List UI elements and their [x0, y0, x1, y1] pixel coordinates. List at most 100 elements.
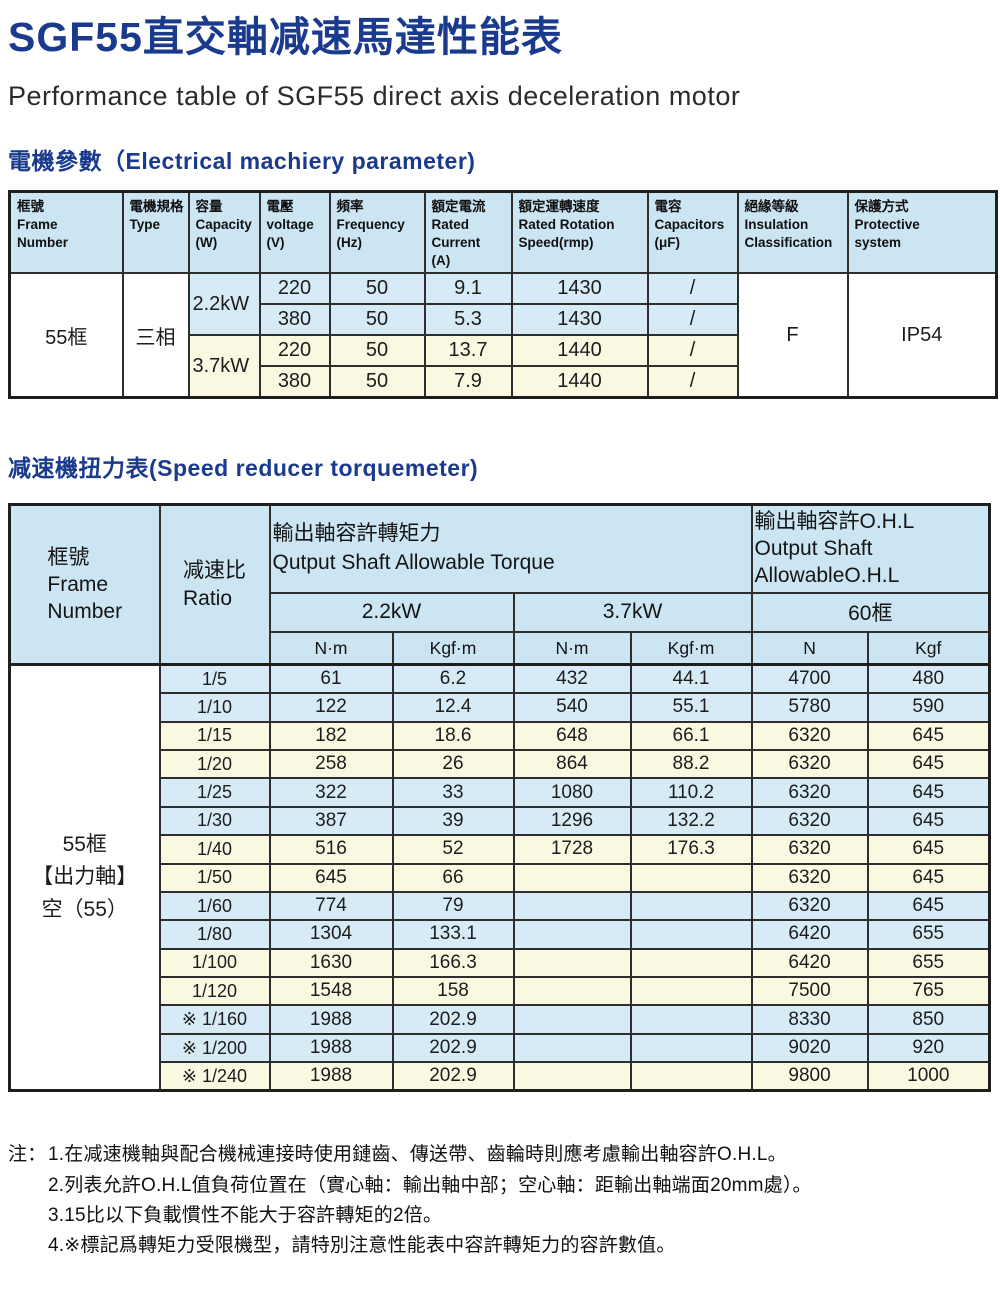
torque-value-cell: [629, 1061, 753, 1092]
ratio-cell: 1/15: [158, 720, 271, 751]
torque-value-cell: [512, 1061, 632, 1092]
speed-reducer-torque-table: 框號 Frame Number 减速比 Ratio 輸出軸容許轉矩力 Qutpu…: [8, 502, 992, 1093]
footnotes: 注： 1.在减速機軸與配合機械連接時使用鏈齒、傳送帶、齒輪時則應考慮輸出軸容許O…: [8, 1140, 994, 1262]
torque-value-cell: 258: [268, 748, 394, 780]
electrical-row: 55框 三相 2.2kW 220 50 9.1 1430 / F IP54: [8, 272, 998, 399]
torque-value-cell: 12.4: [391, 692, 515, 723]
torque-value-cell: 158: [391, 976, 515, 1007]
torque-value-cell: 5780: [750, 692, 869, 723]
rotation-speed-cell: 1430: [510, 303, 649, 337]
frequency-cell: 50: [328, 334, 426, 368]
column-header-2-2kw: 2.2kW: [268, 591, 515, 633]
torque-value-cell: 1548: [268, 976, 394, 1007]
rated-current-cell: 13.7: [423, 334, 513, 368]
torque-value-cell: 6320: [750, 890, 869, 922]
column-header-frame-number: 框號 Frame Number: [8, 503, 161, 666]
rotation-speed-cell: 1440: [510, 334, 649, 368]
electrical-row: 3.7kW 220 50 13.7 1440 /: [10, 334, 997, 399]
torque-value-cell: 1728: [512, 834, 632, 865]
frequency-cell: 50: [328, 303, 426, 337]
torque-value-cell: 88.2: [629, 748, 753, 780]
torque-value-cell: 645: [866, 720, 991, 751]
torque-table-row: 1/25 322 33 1080 110.2 6320 645: [10, 777, 991, 808]
allowable-torque-header-label: 輸出軸容許轉矩力 Qutput Shaft Allowable Torque: [272, 522, 555, 574]
torque-value-cell: 79: [391, 890, 515, 922]
torque-header-row-2: 2.2kW 3.7kW 60框: [10, 591, 991, 633]
page-subtitle: Performance table of SGF55 direct axis d…: [8, 81, 741, 112]
torque-header-row-1: 框號 Frame Number 减速比 Ratio 輸出軸容許轉矩力 Qutpu…: [8, 503, 991, 666]
rotation-speed-cell: 1440: [510, 365, 649, 399]
torque-value-cell: 202.9: [391, 1032, 515, 1064]
page-title: SGF55直交軸减速馬達性能表: [8, 14, 563, 60]
torque-value-cell: 645: [866, 862, 991, 893]
unit-header-nm: N·m: [268, 630, 394, 666]
torque-value-cell: 322: [268, 777, 394, 808]
footnote-line: 4.※標記爲轉矩力受限機型，請特別注意性能表中容許轉矩力的容許數值。: [48, 1235, 676, 1257]
voltage-cell: 220: [258, 334, 331, 368]
capacitor-cell: /: [646, 365, 739, 399]
torque-value-cell: [629, 1004, 753, 1035]
rated-current-cell: 9.1: [423, 272, 513, 306]
ratio-cell: 1/30: [158, 805, 271, 837]
electrical-section-heading: 電機參數（Electrical machiery parameter): [8, 148, 476, 175]
voltage-cell: 220: [258, 272, 331, 306]
column-header-60-frame: 60框: [750, 591, 991, 633]
electrical-row: 380 50 7.9 1440 /: [10, 365, 997, 399]
torque-value-cell: 6320: [750, 805, 869, 837]
torque-value-cell: 540: [512, 692, 632, 723]
torque-value-cell: 6320: [750, 720, 869, 751]
torque-value-cell: 132.2: [629, 805, 753, 837]
ratio-cell: 1/100: [158, 947, 271, 979]
torque-value-cell: 645: [866, 805, 991, 837]
torque-value-cell: 645: [866, 777, 991, 808]
torque-table-row: 1/50 645 66 6320 645: [10, 862, 991, 893]
frame-number-header-label: 框號 Frame Number: [47, 545, 123, 624]
column-header-protective-system: 保護方式 Protective system: [846, 190, 998, 275]
torque-value-cell: 9800: [750, 1061, 869, 1092]
ratio-cell: ※ 1/160: [158, 1004, 271, 1035]
torque-table-row: 1/60 774 79 6320 645: [10, 890, 991, 922]
torque-value-cell: [512, 919, 632, 950]
torque-value-cell: [512, 890, 632, 922]
torque-value-cell: 7500: [750, 976, 869, 1007]
torque-value-cell: 774: [268, 890, 394, 922]
torque-value-cell: [629, 976, 753, 1007]
torque-value-cell: 480: [866, 663, 991, 695]
torque-value-cell: 1630: [268, 947, 394, 979]
ratio-cell: 1/10: [158, 692, 271, 723]
torque-value-cell: 55.1: [629, 692, 753, 723]
protective-system-cell: IP54: [846, 272, 998, 399]
torque-value-cell: 61: [268, 663, 394, 695]
voltage-cell: 380: [258, 303, 331, 337]
torque-value-cell: [512, 976, 632, 1007]
torque-section-heading: 减速機扭力表(Speed reducer torquemeter): [8, 454, 479, 481]
torque-table-row: ※ 1/240 1988 202.9 9800 1000: [10, 1061, 991, 1092]
ratio-cell: 1/80: [158, 919, 271, 950]
electrical-row: 380 50 5.3 1430 /: [10, 303, 997, 337]
capacitor-cell: /: [646, 272, 739, 306]
torque-value-cell: 655: [866, 947, 991, 979]
unit-header-kgfm: Kgf·m: [391, 630, 515, 666]
ratio-cell: 1/40: [158, 834, 271, 865]
torque-value-cell: [629, 919, 753, 950]
frame-number-cell: 55框 【出力軸】 空（55）: [8, 663, 161, 1092]
torque-value-cell: 8330: [750, 1004, 869, 1035]
torque-value-cell: 648: [512, 720, 632, 751]
torque-value-cell: 1080: [512, 777, 632, 808]
torque-value-cell: 202.9: [391, 1004, 515, 1035]
torque-value-cell: 6420: [750, 947, 869, 979]
torque-value-cell: 432: [512, 663, 632, 695]
torque-value-cell: 44.1: [629, 663, 753, 695]
torque-value-cell: 765: [866, 976, 991, 1007]
ratio-header-label: 减速比 Ratio: [183, 559, 246, 610]
torque-value-cell: [629, 947, 753, 979]
ratio-cell: ※ 1/200: [158, 1032, 271, 1064]
torque-value-cell: 9020: [750, 1032, 869, 1064]
frequency-cell: 50: [328, 365, 426, 399]
capacity-cell: 3.7kW: [187, 334, 261, 399]
torque-value-cell: 1304: [268, 919, 394, 950]
torque-value-cell: 864: [512, 748, 632, 780]
torque-table-row: 1/10 122 12.4 540 55.1 5780 590: [10, 692, 991, 723]
insulation-class-cell: F: [736, 272, 849, 399]
torque-value-cell: 590: [866, 692, 991, 723]
